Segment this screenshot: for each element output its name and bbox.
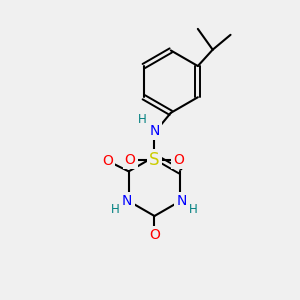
- Text: N: N: [122, 194, 132, 208]
- Text: O: O: [102, 154, 113, 168]
- Text: H: H: [189, 203, 198, 216]
- Text: O: O: [149, 228, 160, 242]
- Text: N: N: [176, 194, 187, 208]
- Text: H: H: [111, 203, 120, 216]
- Text: O: O: [124, 152, 136, 167]
- Text: S: S: [149, 151, 160, 169]
- Text: H: H: [138, 113, 146, 127]
- Text: N: N: [149, 124, 160, 138]
- Text: O: O: [173, 152, 184, 167]
